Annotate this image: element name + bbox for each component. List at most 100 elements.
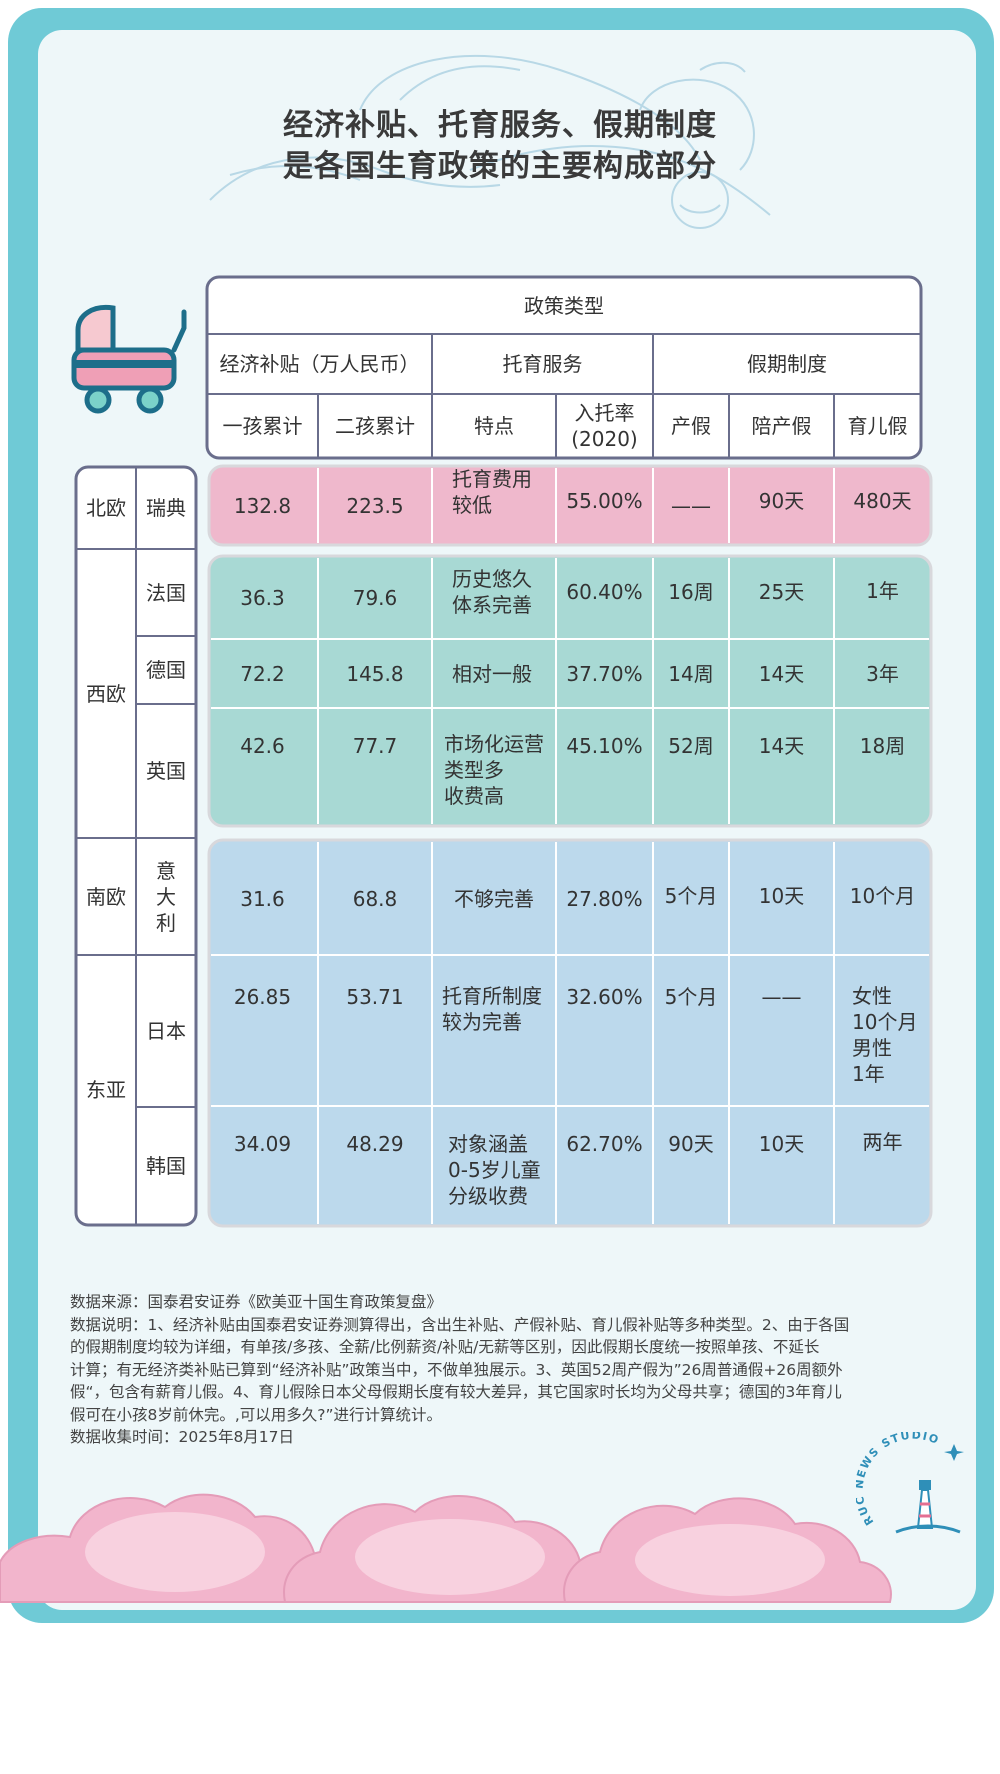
italy-maternity: 5个月 <box>664 884 718 908</box>
germany-parental: 3年 <box>866 661 899 686</box>
uk-feature: 市场化运营 类型多 收费高 <box>444 731 556 811</box>
country-sweden: 瑞典 <box>146 496 186 520</box>
france-feature: 历史悠久 体系完善 <box>452 566 556 639</box>
korea-first-child: 34.09 <box>233 1132 292 1156</box>
france-second-child: 79.6 <box>352 585 398 610</box>
page-title-line2: 是各国生育政策的主要构成部分 <box>283 149 717 184</box>
italy-second-child: 68.8 <box>352 886 398 911</box>
uk-feature-line: 市场化运营 <box>444 732 544 756</box>
header-feature: 特点 <box>474 414 514 438</box>
france-maternity: 16周 <box>668 580 714 604</box>
notes-block: 数据来源：国泰君安证券《欧美亚十国生育政策复盘》 数据说明：1、经济补贴由国泰君… <box>70 1291 945 1449</box>
sweden-feature-line: 较低 <box>452 493 492 517</box>
korea-parental: 两年 <box>862 1130 903 1154</box>
germany-second-child: 145.8 <box>346 661 404 686</box>
notes-desc-line: 假“，包含有薪育儿假。4、育儿假除日本父母假期长度有较大差异，其它国家时长均为父… <box>70 1383 842 1401</box>
france-parental: 1年 <box>866 579 899 603</box>
header-paternity: 陪产假 <box>751 414 812 438</box>
region-south-europe: 南欧 <box>86 884 126 909</box>
country-germany: 德国 <box>146 658 186 682</box>
sweden-parental: 480天 <box>853 489 912 513</box>
header-enrollment: 入托率 (2020) <box>556 394 653 458</box>
header-parental: 育儿假 <box>847 414 908 438</box>
japan-parental-line: 10个月 <box>852 1010 918 1034</box>
stroller-icon <box>71 304 187 414</box>
japan-parental-line: 男性 <box>852 1036 892 1060</box>
sweden-feature: 托育费用 较低 <box>452 466 556 545</box>
france-first-child: 36.3 <box>240 585 285 610</box>
italy-rate: 27.80% <box>566 886 643 911</box>
france-rate: 60.40% <box>566 580 643 604</box>
germany-first-child: 72.2 <box>240 661 285 686</box>
sweden-second-child: 223.5 <box>346 493 404 518</box>
uk-first-child: 42.6 <box>240 734 285 758</box>
japan-second-child: 53.71 <box>346 985 404 1009</box>
header-childcare-group: 托育服务 <box>502 352 583 376</box>
sweden-rate: 55.00% <box>566 489 643 513</box>
japan-rate: 32.60% <box>566 985 643 1009</box>
sweden-feature-line: 托育费用 <box>452 467 532 491</box>
uk-rate: 45.10% <box>566 734 643 758</box>
france-feature-line: 体系完善 <box>452 593 532 617</box>
cloud-decoration <box>0 1493 892 1603</box>
korea-second-child: 48.29 <box>346 1132 404 1156</box>
sweden-first-child: 132.8 <box>233 493 292 518</box>
header-enrollment-label: 入托率 <box>574 401 635 425</box>
uk-feature-line: 收费高 <box>444 784 504 808</box>
france-paternity: 25天 <box>758 580 805 604</box>
korea-paternity: 10天 <box>758 1132 805 1156</box>
japan-feature: 托育所制度 较为完善 <box>442 983 556 1043</box>
notes-source: 数据来源：国泰君安证券《欧美亚十国生育政策复盘》 <box>70 1293 443 1311</box>
country-korea: 韩国 <box>146 1154 186 1178</box>
uk-paternity: 14天 <box>758 734 805 758</box>
japan-feature-line: 托育所制度 <box>442 984 542 1008</box>
italy-feature: 不够完善 <box>454 886 534 911</box>
notes-desc-line: 的假期制度均较为详细，有单孩/多孩、全薪/比例薪资/补贴/无薪等区别，因此假期长… <box>70 1338 820 1356</box>
italy-parental: 10个月 <box>849 884 916 908</box>
table-frame <box>74 275 933 1228</box>
korea-feature-line: 分级收费 <box>448 1184 528 1208</box>
korea-feature-line: 0-5岁儿童 <box>448 1158 541 1182</box>
header-first-child: 一孩累计 <box>222 414 303 438</box>
japan-parental-line: 1年 <box>852 1062 885 1086</box>
germany-maternity: 14周 <box>668 661 714 686</box>
header-second-child: 二孩累计 <box>335 414 415 438</box>
notes-desc-line: 数据说明：1、经济补贴由国泰君安证券测算得出，含出生补贴、产假补贴、育儿假补贴等… <box>70 1315 850 1334</box>
germany-feature: 相对一般 <box>452 661 532 686</box>
japan-paternity: —— <box>761 985 802 1009</box>
korea-maternity: 90天 <box>668 1132 714 1156</box>
sweden-paternity: 90天 <box>758 489 805 513</box>
korea-rate: 62.70% <box>566 1132 643 1156</box>
japan-feature-line: 较为完善 <box>442 1010 522 1034</box>
italy-first-child: 31.6 <box>240 886 285 911</box>
uk-maternity: 52周 <box>668 734 714 758</box>
header-policy-type: 政策类型 <box>524 293 604 318</box>
header-enrollment-year: (2020) <box>571 427 638 451</box>
lighthouse-icon: RUC NEWS STUDIO <box>856 1432 964 1534</box>
japan-first-child: 26.85 <box>233 985 292 1009</box>
italy-paternity: 10天 <box>758 884 805 908</box>
country-italy: 意大利 <box>156 858 176 935</box>
notes-desc-line: 计算；有无经济类补贴已算到“经济补贴”政策当中，不做单独展示。3、英国52周产假… <box>70 1360 843 1379</box>
japan-maternity: 5个月 <box>664 985 718 1009</box>
header-leave-group: 假期制度 <box>747 352 827 376</box>
country-france: 法国 <box>146 580 186 605</box>
notes-desc-line: 假可在小孩8岁前休完。,可以用多久?”进行计算统计。 <box>70 1405 443 1424</box>
japan-parental: 女性 10个月 男性 1年 <box>852 983 931 1093</box>
stork-icon <box>209 54 771 229</box>
notes-collected: 数据收集时间：2025年8月17日 <box>70 1428 295 1446</box>
uk-parental: 18周 <box>859 734 906 758</box>
uk-second-child: 77.7 <box>352 734 398 758</box>
uk-feature-line: 类型多 <box>444 758 504 782</box>
germany-paternity: 14天 <box>758 661 805 686</box>
region-west-europe: 西欧 <box>86 681 126 706</box>
country-japan: 日本 <box>146 1019 186 1043</box>
header-subsidy-group: 经济补贴（万人民币） <box>219 352 420 376</box>
region-nordic: 北欧 <box>86 496 126 520</box>
korea-feature-line: 对象涵盖 <box>448 1132 528 1156</box>
region-east-asia: 东亚 <box>86 1078 126 1102</box>
sweden-maternity: —— <box>671 493 711 518</box>
country-uk: 英国 <box>146 759 186 783</box>
japan-parental-line: 女性 <box>852 984 892 1008</box>
header-maternity: 产假 <box>671 414 711 438</box>
